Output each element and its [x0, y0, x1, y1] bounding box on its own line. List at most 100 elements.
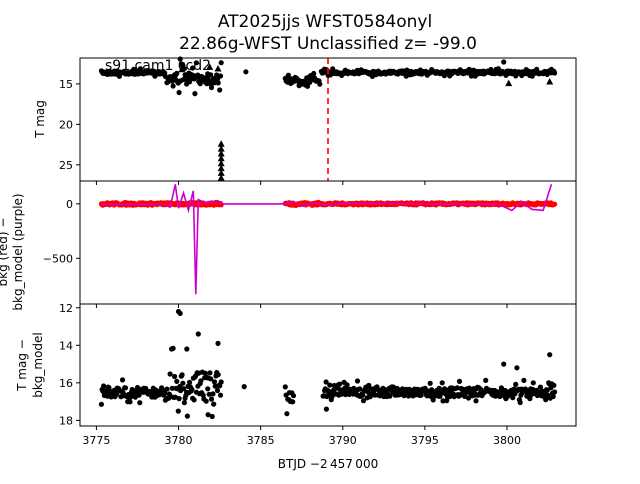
data-point	[175, 408, 181, 414]
data-point	[122, 385, 129, 391]
ylabel-bottom-line2: bkg_model	[31, 332, 45, 398]
data-point	[205, 386, 211, 392]
data-point	[521, 377, 527, 383]
data-point	[366, 382, 372, 388]
data-point	[218, 60, 224, 66]
upper-limit-marker	[217, 174, 225, 181]
upper-limit-marker	[178, 65, 186, 73]
data-point	[360, 398, 367, 404]
outlier-point	[548, 66, 555, 72]
data-point	[167, 371, 173, 377]
data-point	[208, 396, 215, 402]
y-tick-label: 25	[59, 159, 73, 172]
data-point	[176, 89, 182, 96]
x-tick-label: 3795	[411, 434, 439, 447]
outlier-point	[530, 380, 536, 386]
data-point	[180, 380, 186, 386]
data-point	[473, 398, 479, 404]
data-point	[136, 392, 142, 398]
data-point	[137, 400, 143, 406]
data-point	[192, 91, 198, 97]
upper-limit-marker	[214, 65, 222, 72]
data-point	[191, 397, 197, 403]
ylabel-top: T mag	[33, 100, 47, 139]
data-point	[551, 382, 557, 388]
data-point	[202, 370, 208, 376]
outlier-point	[177, 310, 183, 316]
data-point	[430, 397, 436, 403]
outlier-point	[514, 365, 520, 371]
ylabel-middle-line1: bkg (red) −	[0, 218, 10, 287]
data-point	[174, 70, 180, 76]
data-point	[317, 81, 323, 87]
bkg-point	[552, 201, 558, 207]
data-point	[495, 66, 501, 72]
upper-limit-marker	[217, 145, 225, 152]
data-point	[513, 381, 519, 387]
outlier-point	[205, 412, 211, 418]
outlier-point	[501, 361, 507, 367]
y-tick-label: 14	[59, 339, 73, 352]
data-point	[189, 386, 195, 392]
data-point	[215, 80, 221, 86]
data-point	[543, 397, 549, 403]
data-point	[98, 401, 104, 407]
data-point	[198, 378, 204, 384]
data-point	[162, 390, 168, 396]
data-point	[311, 70, 317, 77]
data-point	[354, 378, 361, 384]
chart-title-line1: AT2025jjs WFST0584onyl	[218, 12, 432, 32]
data-point	[440, 398, 446, 404]
outlier-point	[243, 69, 249, 75]
chart-title-line2: 22.86g-WFST Unclassified z= -99.0	[179, 34, 477, 54]
data-point	[544, 387, 550, 393]
data-point	[215, 372, 221, 378]
data-point	[456, 378, 463, 384]
data-point	[210, 391, 216, 397]
data-point	[339, 391, 345, 397]
data-point	[387, 393, 393, 399]
data-point	[119, 377, 126, 383]
data-point	[174, 378, 180, 384]
data-point	[137, 66, 144, 72]
data-point	[214, 387, 221, 394]
data-point	[337, 381, 343, 387]
data-point	[164, 386, 170, 392]
upper-limit-marker	[217, 169, 225, 176]
data-point	[207, 370, 213, 376]
data-point	[360, 392, 366, 398]
outlier-point	[195, 331, 201, 337]
panel-bottom-frame	[79, 303, 577, 427]
upper-limit-marker	[206, 63, 214, 70]
data-point	[217, 87, 223, 93]
upper-limit-marker	[217, 164, 225, 172]
data-point	[208, 376, 214, 382]
outlier-point	[323, 406, 329, 412]
data-point	[357, 386, 363, 392]
data-point	[447, 394, 453, 400]
data-point	[217, 73, 224, 79]
data-point	[552, 389, 558, 395]
data-point	[179, 372, 185, 378]
x-tick-label: 3780	[165, 434, 193, 447]
panel-middle	[98, 184, 558, 295]
data-point	[282, 384, 288, 390]
data-point	[550, 393, 556, 400]
data-point	[170, 345, 176, 351]
data-point	[344, 382, 350, 388]
data-point	[510, 395, 516, 401]
data-point	[193, 60, 199, 66]
outlier-point	[547, 352, 553, 358]
data-point	[177, 383, 183, 390]
data-point	[101, 383, 107, 389]
data-point	[218, 379, 224, 385]
data-point	[187, 379, 193, 385]
data-point	[203, 398, 209, 404]
y-tick-label: 16	[59, 377, 73, 390]
y-tick-label: −500	[43, 252, 73, 265]
data-point	[169, 385, 175, 391]
outlier-point	[241, 384, 247, 390]
data-point	[290, 393, 297, 399]
data-point	[444, 398, 450, 404]
data-point	[527, 396, 533, 402]
